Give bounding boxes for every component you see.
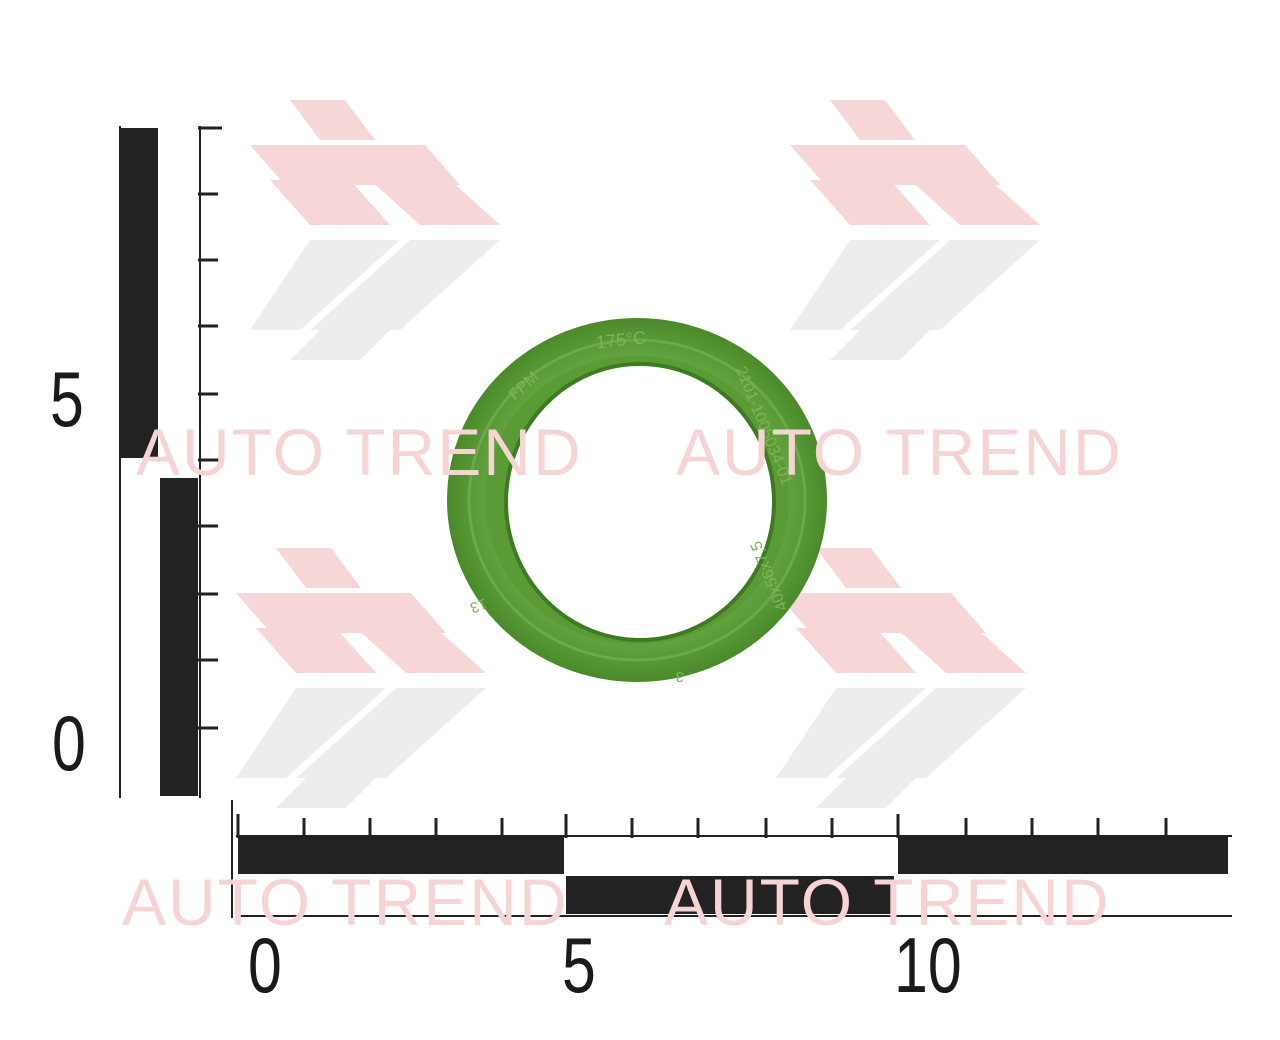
vertical-label-5: 5: [50, 355, 84, 443]
watermark-logo-stripe: [910, 145, 1000, 185]
watermark-text: AUTO TREND: [122, 865, 569, 939]
watermark-logo-stripe: [810, 180, 930, 225]
horizontal-label-10: 10: [894, 921, 962, 1009]
watermark-logo-stripe: [790, 240, 940, 330]
watermark-logo: [236, 548, 486, 808]
watermark-logo: [790, 100, 1040, 360]
seal-marking-num: 3: [676, 668, 684, 685]
horizontal-label-5: 5: [562, 921, 596, 1009]
watermark-logo-stripe: [816, 548, 901, 588]
watermark-logo-stripe: [896, 628, 1026, 673]
watermark-logo-stripe: [270, 180, 390, 225]
watermark-logo-stripe: [796, 628, 916, 673]
watermark-logo-stripe: [236, 688, 386, 778]
watermark-logo-stripe: [816, 728, 966, 808]
watermark-text: AUTO TREND: [664, 865, 1111, 939]
oil-seal-ring: 175°C FPM 2101-1005034-01 40x56x7,5 13 3: [447, 318, 827, 685]
watermark-logo-stripe: [790, 145, 950, 185]
vertical-ruler: [119, 126, 222, 798]
vertical-label-0: 0: [52, 699, 86, 787]
watermark-logo-stripe: [910, 180, 1040, 225]
watermark-logo: [776, 548, 1026, 808]
watermark-logo-stripe: [356, 593, 446, 633]
watermark-logo-stripe: [250, 240, 400, 330]
watermark-logo-stripe: [370, 180, 500, 225]
watermark-logo-stripe: [370, 145, 460, 185]
horizontal-label-0: 0: [248, 921, 282, 1009]
watermark-logo-stripe: [830, 280, 980, 360]
watermark-logo-stripe: [250, 145, 410, 185]
watermark-logo-stripe: [256, 628, 376, 673]
watermark-logo-stripe: [776, 593, 936, 633]
horizontal-ruler: [231, 800, 1232, 918]
watermark-logo-stripe: [356, 628, 486, 673]
watermark-logo-stripe: [776, 688, 926, 778]
watermark-logo-stripe: [236, 593, 396, 633]
watermark-logo-stripe: [276, 728, 426, 808]
watermark-logo: [250, 100, 500, 360]
watermark-logo-stripe: [290, 280, 440, 360]
watermark-logo-stripe: [830, 100, 915, 140]
watermark-logo-stripe: [290, 100, 375, 140]
seal-marking-code: 13: [468, 595, 489, 617]
watermark-text: AUTO TREND: [676, 415, 1123, 489]
watermark-logo-stripe: [276, 548, 361, 588]
watermark-text: AUTO TREND: [136, 415, 583, 489]
watermark-logo-stripe: [896, 593, 986, 633]
